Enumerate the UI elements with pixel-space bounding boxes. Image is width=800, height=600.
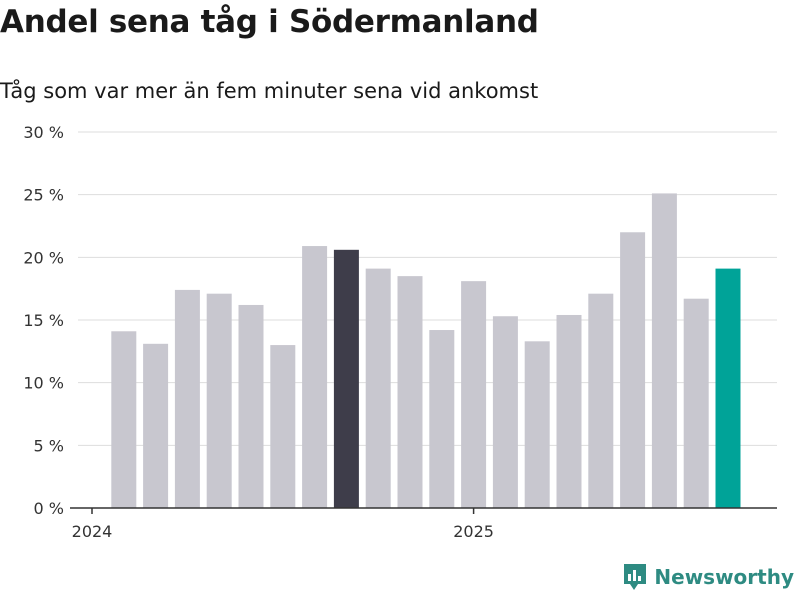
bars bbox=[111, 193, 741, 508]
bar-2024-07 bbox=[270, 345, 296, 508]
bar-2025-09 bbox=[715, 268, 741, 508]
bar-2024-08 bbox=[302, 246, 328, 508]
bar-2025-05 bbox=[588, 293, 614, 508]
newsworthy-logo-icon bbox=[624, 564, 647, 590]
bar-2024-06 bbox=[238, 304, 264, 508]
bar-2025-08 bbox=[683, 298, 709, 508]
y-tick-label: 5 % bbox=[34, 436, 64, 455]
y-tick-label: 30 % bbox=[23, 123, 64, 142]
y-tick-label: 0 % bbox=[34, 499, 64, 518]
bar-2025-02 bbox=[492, 316, 518, 508]
axes: 0 % 5 % 10 % 15 % 20 % 25 % 30 % 2024 2025 bbox=[23, 123, 777, 541]
bar-2024-09 bbox=[333, 249, 359, 508]
chart-subtitle: Tåg som var mer än fem minuter sena vid … bbox=[0, 79, 539, 103]
bar-2024-05 bbox=[206, 293, 232, 508]
x-tick-label: 2025 bbox=[453, 522, 494, 541]
y-tick-label: 20 % bbox=[23, 248, 64, 267]
bar-2025-01 bbox=[461, 281, 487, 508]
bar-2025-04 bbox=[556, 314, 582, 508]
y-tick-label: 10 % bbox=[23, 374, 64, 393]
brand-name: Newsworthy bbox=[654, 565, 794, 589]
bar-2024-10 bbox=[365, 268, 391, 508]
bar-2024-03 bbox=[143, 343, 169, 508]
bar-2025-03 bbox=[524, 341, 550, 508]
x-tick-label: 2024 bbox=[72, 522, 113, 541]
chart-title: Andel sena tåg i Södermanland bbox=[0, 4, 539, 40]
bar-2025-07 bbox=[651, 193, 677, 508]
bar-2024-11 bbox=[397, 276, 423, 508]
bar-2024-04 bbox=[174, 289, 200, 508]
y-tick-label: 15 % bbox=[23, 311, 64, 330]
y-tick-label: 25 % bbox=[23, 186, 64, 205]
bar-2024-12 bbox=[429, 330, 455, 508]
bar-2024-02 bbox=[111, 331, 137, 508]
bar-2025-06 bbox=[620, 232, 646, 508]
newsworthy-brand: Newsworthy bbox=[622, 562, 794, 592]
